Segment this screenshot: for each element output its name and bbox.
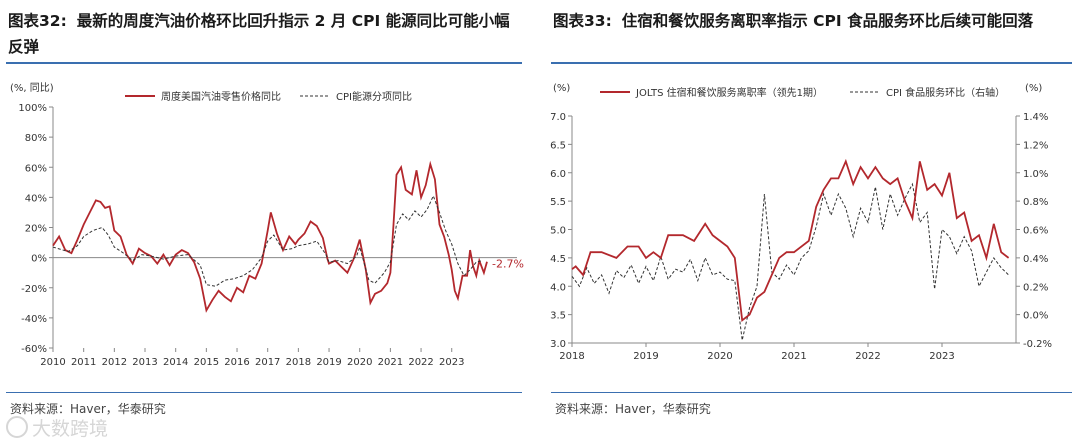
x-tick-label: 2016: [224, 357, 249, 368]
y-tick-label: -60%: [21, 344, 47, 355]
y-axis-label-right: (%): [1025, 83, 1042, 94]
y-tick-label: 20%: [25, 224, 47, 235]
chart-title-text-left: 最新的周度汽油价格环比回升指示 2 月 CPI 能源同比可能小幅反弹: [8, 12, 510, 56]
x-tick-label: 2020: [347, 357, 372, 368]
y-tick-label: -20%: [21, 284, 47, 295]
x-tick-label: 2017: [255, 357, 280, 368]
source-rule-left: [6, 392, 522, 393]
x-tick-label: 2021: [781, 351, 806, 362]
y-tick-label: -40%: [21, 314, 47, 325]
source-rule-right: [551, 392, 1072, 393]
line-chart-gasoline: (%, 同比) -60% -40% -20% 0% 20% 40% 60% 80% 100% 201…: [10, 82, 524, 368]
title-rule-left: [6, 62, 522, 64]
y-tick-label: 0%: [31, 254, 47, 265]
x-tick-label: 2022: [855, 351, 880, 362]
chart-number-left: 图表32:: [8, 12, 67, 30]
series-line-gasoline: [52, 160, 488, 313]
x-tick-label: 2023: [439, 357, 464, 368]
x-tick-label: 2020: [707, 351, 732, 362]
y-tick-label-left: 4.5: [550, 254, 566, 265]
x-tick-label: 2013: [132, 357, 157, 368]
x-tick-label: 2023: [929, 351, 954, 362]
chart-panel-gasoline: 图表32: 最新的周度汽油价格环比回升指示 2 月 CPI 能源同比可能小幅反弹 …: [0, 0, 530, 440]
y-tick-label-left: 3.5: [550, 311, 566, 322]
series-line-cpi-energy: [52, 194, 483, 287]
chart-title-left: 图表32: 最新的周度汽油价格环比回升指示 2 月 CPI 能源同比可能小幅反弹: [8, 8, 524, 60]
y-tick-label-right: 1.4%: [1023, 112, 1048, 123]
series-line-jolts: [571, 158, 1010, 322]
x-tick-label: 2012: [102, 357, 127, 368]
title-rule-right: [551, 62, 1072, 64]
source-note-right: 资料来源：Haver，华泰研究: [555, 402, 711, 416]
y-tick-label-right: -0.2%: [1023, 339, 1052, 350]
x-tick-label: 2019: [316, 357, 341, 368]
y-tick-label-left: 4.0: [550, 282, 566, 293]
x-tick-label: 2019: [633, 351, 658, 362]
y-tick-label-right: 0.8%: [1023, 197, 1048, 208]
y-tick-label: 60%: [25, 163, 47, 174]
y-tick-label-left: 5.5: [550, 197, 566, 208]
x-tick-label: 2010: [40, 357, 65, 368]
y-tick-label-right: 0.4%: [1023, 254, 1048, 265]
legend-label-cpi-energy: CPI能源分项同比: [336, 90, 412, 103]
watermark-text: 大数跨境: [32, 418, 109, 440]
x-tick-label: 2014: [163, 357, 188, 368]
x-tick-label: 2011: [71, 357, 96, 368]
y-tick-label: 40%: [25, 193, 47, 204]
line-chart-jolts: (%) (%) 3.0 3.5 4.0 4.5 5.0 5.5 6.0 6.5 7.0 -0.2% 0.…: [550, 83, 1052, 362]
y-tick-label: 80%: [25, 133, 47, 144]
y-tick-label-left: 3.0: [550, 339, 566, 350]
y-tick-label: 100%: [18, 103, 47, 114]
x-tick-label: 2018: [559, 351, 584, 362]
annotation-label: -2.7%: [492, 258, 524, 271]
y-tick-label-left: 6.0: [550, 169, 566, 180]
chart-title-right: 图表33: 住宿和餐饮服务离职率指示 CPI 食品服务环比后续可能回落: [553, 8, 1074, 34]
chart-title-text-right: 住宿和餐饮服务离职率指示 CPI 食品服务环比后续可能回落: [621, 12, 1034, 30]
y-tick-label-left: 6.5: [550, 140, 566, 151]
y-tick-label-right: 0.6%: [1023, 226, 1048, 237]
x-tick-label: 2021: [378, 357, 403, 368]
legend-label-gasoline: 周度美国汽油零售价格同比: [161, 90, 281, 103]
y-tick-label-right: 1.0%: [1023, 169, 1048, 180]
chart-panel-jolts: 图表33: 住宿和餐饮服务离职率指示 CPI 食品服务环比后续可能回落 (%) (%…: [545, 0, 1080, 440]
y-tick-label-right: 1.2%: [1023, 140, 1048, 151]
source-note-left: 资料来源：Haver，华泰研究: [10, 402, 166, 416]
x-tick-label: 2022: [408, 357, 433, 368]
legend-label-jolts: JOLTS 住宿和餐饮服务离职率（领先1期）: [635, 86, 823, 99]
y-axis-label: (%, 同比): [10, 82, 54, 94]
y-axis-label-left: (%): [553, 83, 570, 94]
y-tick-label-right: 0.0%: [1023, 311, 1048, 322]
x-tick-label: 2018: [286, 357, 311, 368]
watermark: 大数跨境: [6, 414, 108, 441]
x-tick-label: 2015: [194, 357, 219, 368]
legend-label-cpi-food-services: CPI 食品服务环比（右轴）: [886, 86, 1005, 99]
y-tick-label-left: 5.0: [550, 226, 566, 237]
watermark-logo-icon: [6, 416, 28, 438]
y-tick-label-left: 7.0: [550, 112, 566, 123]
y-tick-label-right: 0.2%: [1023, 282, 1048, 293]
series-line-cpi-food-services: [571, 182, 1009, 341]
chart-number-right: 图表33:: [553, 12, 612, 30]
